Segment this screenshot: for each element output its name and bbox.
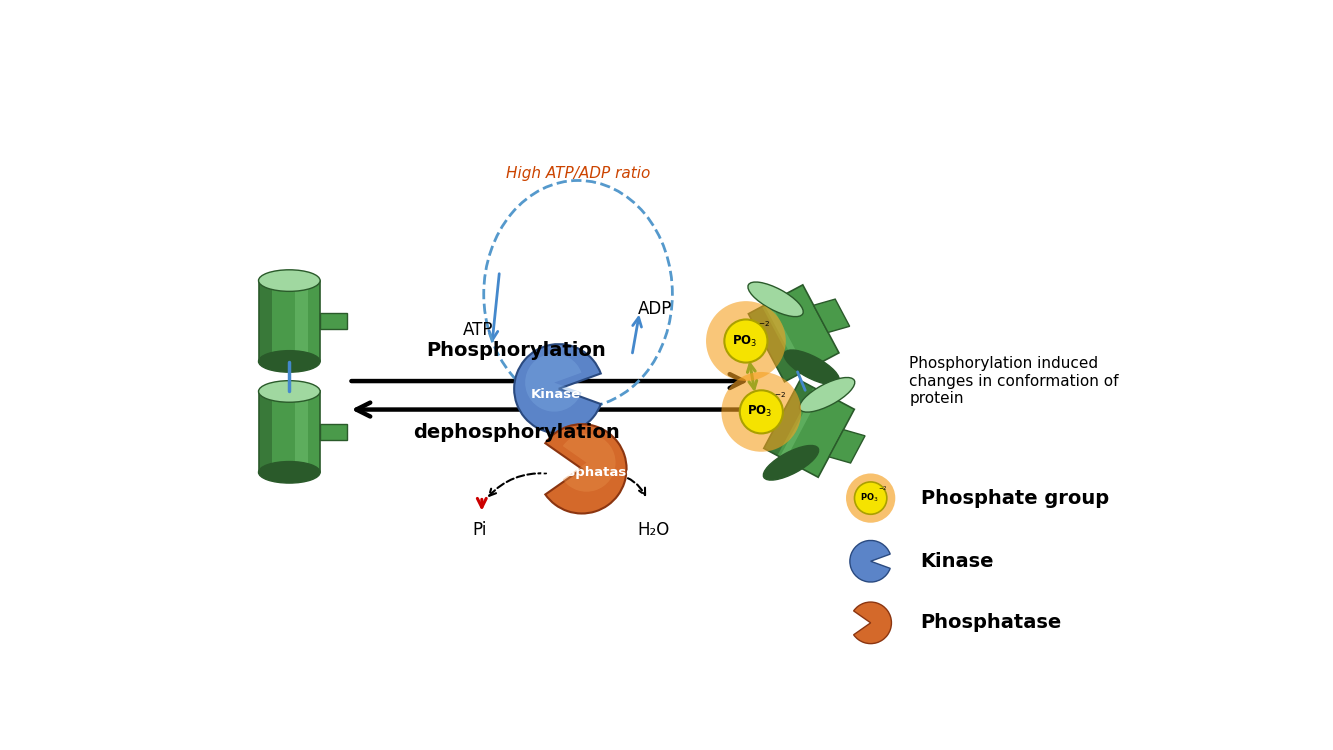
Text: PO$_3$: PO$_3$ [748, 404, 772, 419]
Polygon shape [259, 392, 272, 472]
Wedge shape [525, 353, 581, 412]
Text: ATP: ATP [463, 321, 493, 339]
Text: Phosphorylation: Phosphorylation [427, 340, 607, 359]
Ellipse shape [800, 377, 854, 412]
Wedge shape [853, 602, 892, 644]
Text: $^{-2}$: $^{-2}$ [773, 392, 785, 402]
Text: PO$_3$: PO$_3$ [732, 334, 757, 349]
Polygon shape [259, 280, 272, 362]
Polygon shape [813, 299, 849, 332]
Circle shape [706, 302, 785, 381]
Ellipse shape [259, 381, 320, 402]
Polygon shape [764, 302, 806, 374]
Text: Phosphatase: Phosphatase [921, 614, 1062, 632]
Polygon shape [296, 392, 308, 472]
Polygon shape [259, 280, 320, 362]
Text: dephosphorylation: dephosphorylation [413, 423, 620, 442]
Wedge shape [850, 541, 890, 582]
Polygon shape [296, 280, 308, 362]
Polygon shape [320, 424, 347, 439]
Circle shape [846, 473, 896, 523]
Text: Phosphorylation induced
changes in conformation of
protein: Phosphorylation induced changes in confo… [909, 356, 1118, 406]
Polygon shape [780, 389, 821, 460]
Text: PO$_3$: PO$_3$ [860, 492, 878, 504]
Text: H₂O: H₂O [637, 521, 669, 539]
Text: Kinase: Kinase [531, 388, 581, 401]
Ellipse shape [748, 282, 804, 316]
Text: Pi: Pi [472, 521, 487, 539]
Text: Phosphate group: Phosphate group [921, 488, 1109, 508]
Circle shape [740, 390, 782, 433]
Polygon shape [829, 430, 865, 463]
Circle shape [724, 320, 768, 362]
Text: $^{-2}$: $^{-2}$ [758, 321, 770, 331]
Text: ADP: ADP [639, 301, 672, 319]
Polygon shape [748, 307, 798, 382]
Ellipse shape [764, 446, 818, 480]
Polygon shape [764, 380, 854, 477]
Ellipse shape [259, 461, 320, 483]
Text: $^{-2}$: $^{-2}$ [878, 486, 888, 495]
Circle shape [721, 372, 801, 452]
Text: Kinase: Kinase [921, 552, 994, 571]
Text: Phosphatase: Phosphatase [540, 466, 636, 479]
Ellipse shape [259, 351, 320, 372]
Wedge shape [563, 433, 616, 492]
Polygon shape [764, 380, 813, 455]
Text: High ATP/ADP ratio: High ATP/ADP ratio [505, 166, 651, 181]
Ellipse shape [784, 350, 840, 385]
Wedge shape [515, 344, 601, 433]
Circle shape [854, 482, 886, 514]
Polygon shape [259, 392, 320, 472]
Polygon shape [748, 285, 838, 382]
Wedge shape [545, 424, 627, 514]
Ellipse shape [259, 270, 320, 291]
Polygon shape [320, 314, 347, 328]
